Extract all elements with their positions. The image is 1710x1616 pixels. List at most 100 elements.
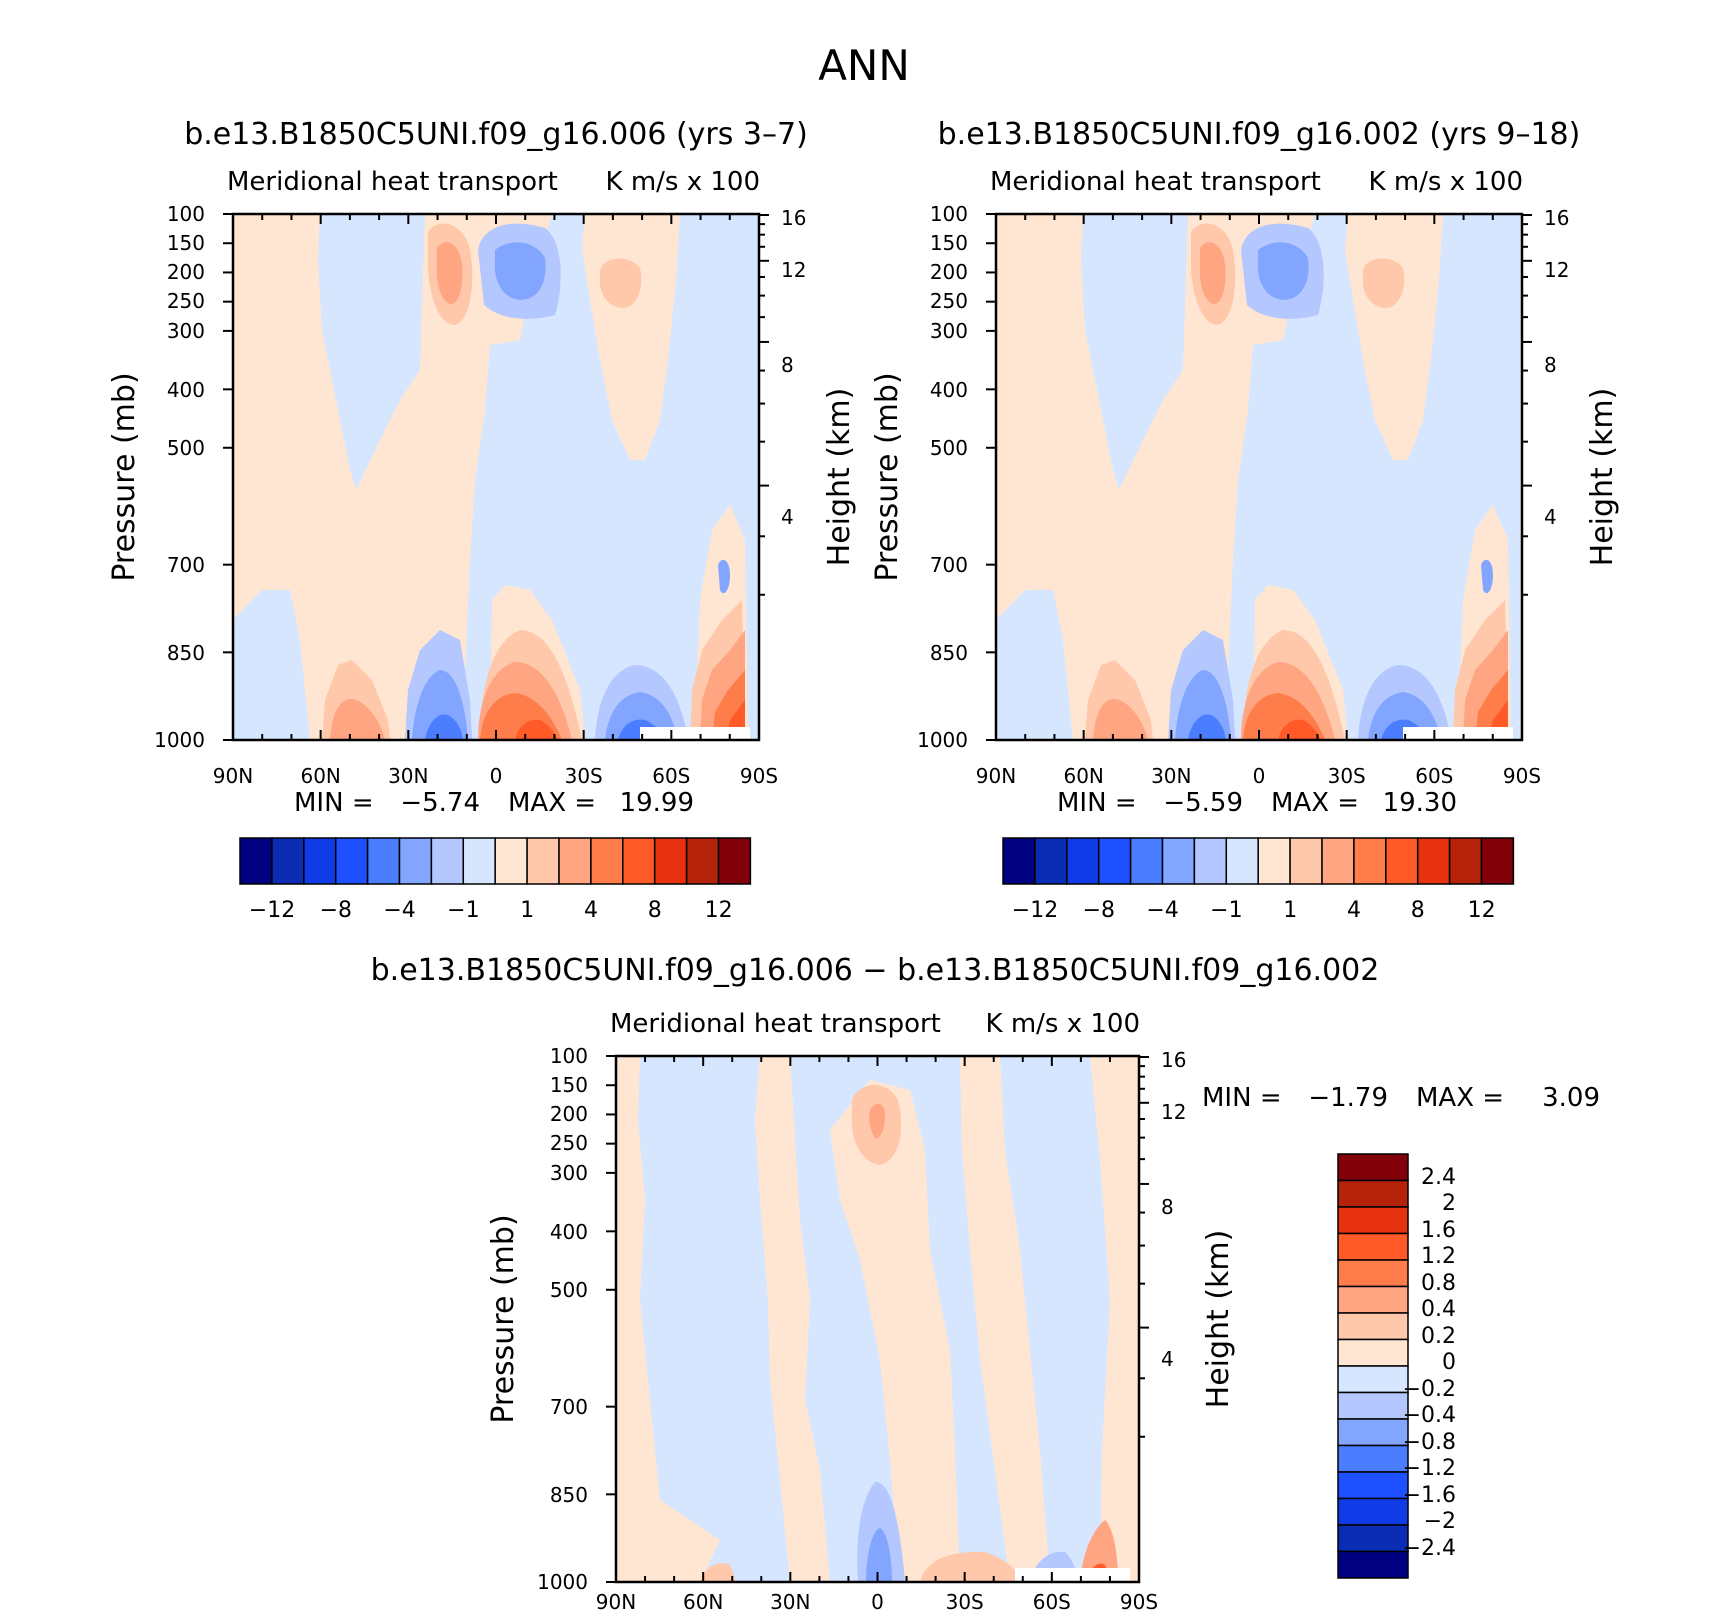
low-cold-eq-inner (866, 1528, 892, 1582)
missing-data-patch (1403, 727, 1513, 740)
colorbar-box (1097, 837, 1132, 885)
colorbar-label: 2 (1442, 1191, 1456, 1216)
colorbar-box (1416, 837, 1451, 885)
colorbar-box (717, 837, 752, 885)
colorbar-box (558, 837, 592, 885)
y-right-tick-label: 8 (1544, 353, 1557, 377)
x-tick-label: 0 (490, 764, 503, 788)
colorbar-label: −1 (447, 898, 479, 923)
colorbar-box (622, 837, 656, 885)
x-tick-label: 90N (596, 1590, 636, 1614)
y-right-tick-label: 12 (781, 258, 806, 282)
colorbar-box (1337, 1497, 1409, 1526)
colorbar-label: 1 (1283, 898, 1297, 923)
colorbar-label: 8 (648, 898, 662, 923)
max-label: MAX = (1416, 1083, 1504, 1113)
positive-region-nh (233, 214, 560, 740)
y-ticks-right (1522, 213, 1532, 596)
colorbar-box (1321, 837, 1355, 885)
colorbar-box (1480, 837, 1515, 885)
x-tick-label: 30N (1151, 764, 1191, 788)
y-tick-label: 250 (930, 289, 968, 313)
y-axis-label-right: Height (km) (1585, 388, 1620, 567)
missing-data-patch (640, 727, 750, 740)
y-right-tick-label: 16 (1544, 206, 1569, 230)
y-tick-label: 300 (167, 319, 205, 343)
y-tick-label: 700 (930, 553, 968, 577)
x-tick-label: 60S (1033, 1590, 1071, 1614)
colorbar (1337, 1153, 1409, 1579)
missing-data-patch (1015, 1568, 1130, 1582)
colorbar-box (1385, 837, 1419, 885)
colorbar-box (1337, 1524, 1409, 1553)
y-right-tick-label: 12 (1544, 258, 1569, 282)
colorbar-box (494, 837, 528, 885)
x-tick-label: 90S (740, 764, 778, 788)
y-tick-label: 100 (167, 202, 205, 226)
y-tick-label: 200 (550, 1102, 588, 1126)
colorbar (1002, 837, 1515, 885)
colorbar-box (1448, 837, 1483, 885)
positive-region-band-3 (960, 1056, 1050, 1582)
y-axis-label: Pressure (mb) (107, 372, 142, 581)
y-ticks (986, 213, 996, 741)
positive-region-nh (996, 214, 1323, 740)
colorbar-label: −8 (1083, 898, 1115, 923)
colorbar-label: −1.2 (1403, 1456, 1456, 1481)
colorbar-label: −8 (320, 898, 352, 923)
colorbar-label: 0 (1442, 1350, 1456, 1375)
colorbar-label: −4 (1146, 898, 1178, 923)
field-label: Meridional heat transport (990, 167, 1321, 197)
y-tick-label: 250 (550, 1131, 588, 1155)
max-label: MAX = (1271, 788, 1359, 818)
y-right-tick-label: 4 (781, 505, 794, 529)
colorbar-box (1337, 1285, 1409, 1314)
colorbar-box (1257, 837, 1291, 885)
colorbar-box (1225, 837, 1259, 885)
colorbar-label: −0.2 (1403, 1377, 1456, 1402)
colorbar-box (685, 837, 720, 885)
case-title: b.e13.B1850C5UNI.f09_g16.006 (yrs 3–7) (184, 117, 808, 152)
colorbar-box (462, 837, 496, 885)
upper-cold-1-core (494, 242, 546, 300)
x-tick-label: 90S (1503, 764, 1541, 788)
y-tick-label: 850 (550, 1483, 588, 1507)
min-label: MIN = (1202, 1083, 1282, 1113)
colorbar-box (1129, 837, 1164, 885)
max-value: 3.09 (1542, 1083, 1600, 1113)
x-tick-label: 60S (652, 764, 690, 788)
colorbar-box (1337, 1471, 1409, 1500)
y-axis-label: Pressure (mb) (870, 372, 905, 581)
colorbar-box (398, 837, 433, 885)
y-tick-label: 300 (550, 1161, 588, 1185)
min-value: −5.59 (1163, 788, 1243, 818)
x-tick-label: 90N (213, 764, 253, 788)
colorbar-box (1289, 837, 1323, 885)
figure-title: ANN (818, 41, 910, 90)
colorbar-label: −2.4 (1403, 1536, 1456, 1561)
polar-cold-patch (718, 559, 730, 594)
y-right-tick-label: 8 (1161, 1195, 1174, 1219)
colorbar-box (366, 837, 401, 885)
x-ticks (615, 1056, 1140, 1582)
colorbar-label: 8 (1411, 898, 1425, 923)
colorbar-box (1337, 1391, 1409, 1420)
colorbar-label: −1.6 (1403, 1483, 1456, 1508)
units-label: K m/s x 100 (1369, 167, 1524, 197)
y-tick-label: 500 (550, 1278, 588, 1302)
colorbar-box (590, 837, 624, 885)
colorbar-box (1337, 1179, 1409, 1208)
panel-1: b.e13.B1850C5UNI.f09_g16.006 (yrs 3–7) M… (107, 117, 857, 923)
colorbar-box (1337, 1550, 1409, 1579)
y-tick-label: 700 (550, 1395, 588, 1419)
colorbar-label: −0.8 (1403, 1430, 1456, 1455)
colorbar-box (1337, 1259, 1409, 1288)
polar-cold-patch (1481, 559, 1493, 594)
y-right-tick-label: 16 (781, 206, 806, 230)
panel-2: b.e13.B1850C5UNI.f09_g16.002 (yrs 9–18) … (870, 117, 1620, 923)
upper-warm-1-core (436, 242, 463, 305)
max-value: 19.99 (620, 788, 694, 818)
colorbar-box (1353, 837, 1387, 885)
y-tick-label: 400 (930, 378, 968, 402)
positive-region-west (616, 1056, 720, 1582)
